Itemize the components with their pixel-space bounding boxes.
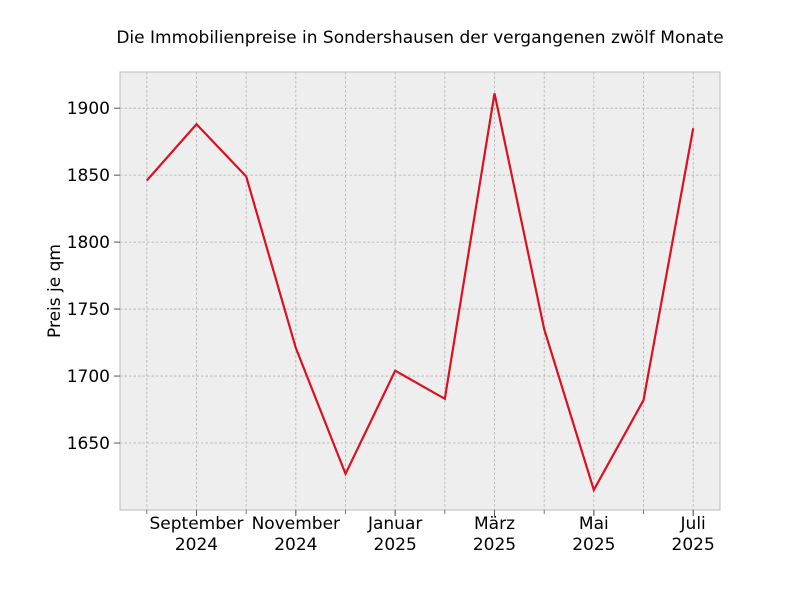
y-axis-label: Preis je qm — [45, 244, 65, 338]
x-tick-label-year: 2025 — [572, 535, 615, 555]
x-tick-label-year: 2025 — [473, 535, 516, 555]
y-tick-label: 1750 — [67, 300, 110, 320]
x-tick-label: September — [150, 514, 244, 534]
chart-title: Die Immobilienpreise in Sondershausen de… — [116, 28, 723, 48]
y-tick-label: 1650 — [67, 434, 110, 454]
y-tick-label: 1850 — [67, 166, 110, 186]
x-tick-label-year: 2024 — [175, 535, 218, 555]
x-tick-label: Januar — [367, 514, 422, 534]
x-tick-label: März — [474, 514, 515, 534]
y-tick-label: 1900 — [67, 99, 110, 119]
x-tick-label: Juli — [680, 514, 706, 534]
x-tick-label-year: 2025 — [374, 535, 417, 555]
y-tick-label: 1800 — [67, 233, 110, 253]
x-tick-label: Mai — [579, 514, 609, 534]
x-tick-label: November — [252, 514, 340, 534]
x-tick-label-year: 2025 — [672, 535, 715, 555]
y-tick-label: 1700 — [67, 367, 110, 387]
x-tick-label-year: 2024 — [274, 535, 317, 555]
